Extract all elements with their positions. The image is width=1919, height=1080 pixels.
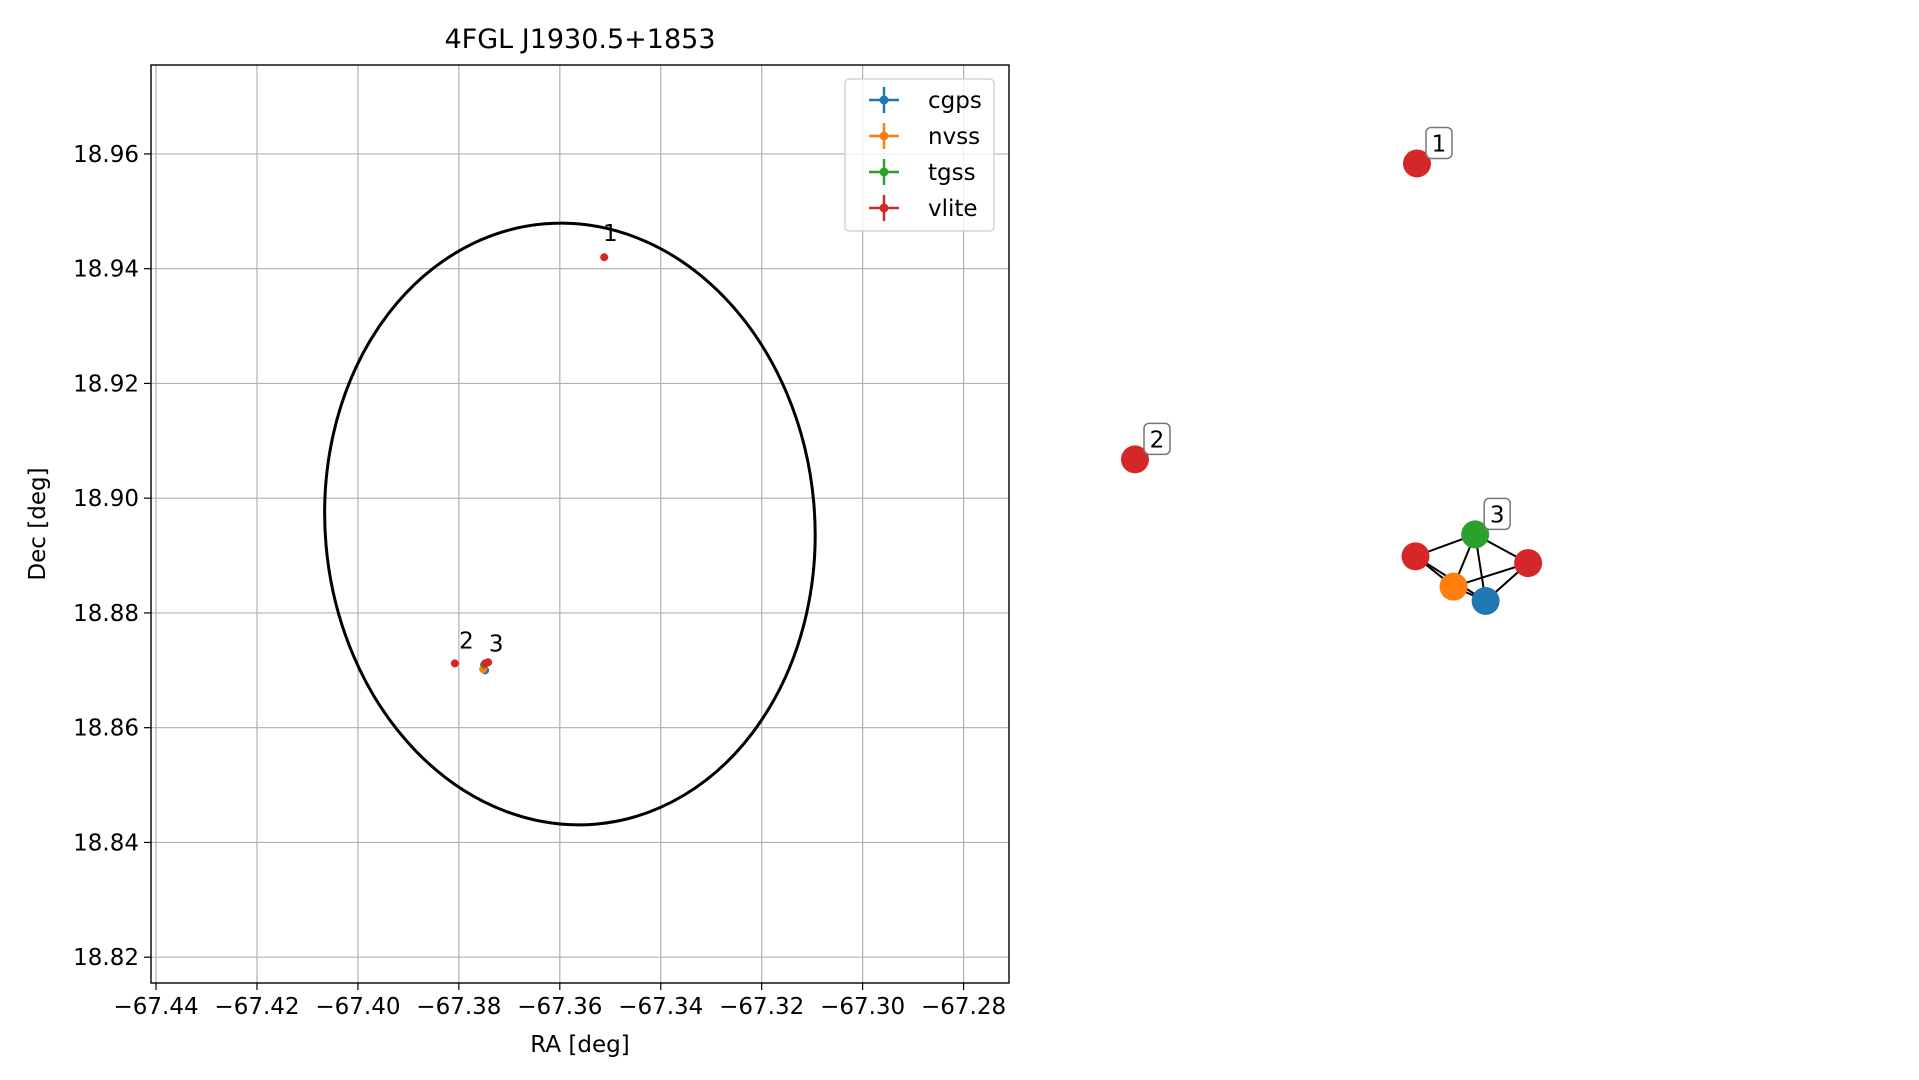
legend-marker-cgps — [879, 95, 889, 105]
legend-label-nvss: nvss — [928, 124, 980, 150]
scatter-chart: 1 2 3 −67.44 −67.42 −67.40 −67.38 −67.36 −67.34… — [25, 24, 1010, 1058]
y-tick-label: 18.92 — [73, 371, 139, 397]
legend-marker-nvss — [879, 131, 889, 141]
y-tick-label: 18.84 — [73, 830, 139, 856]
graph-node — [1461, 520, 1490, 549]
annotation-label: 3 — [489, 631, 504, 657]
x-tick-label: −67.40 — [315, 994, 400, 1020]
annotation-label: 1 — [603, 221, 618, 247]
graph-nodes — [1121, 149, 1543, 615]
point-vlite — [450, 659, 459, 668]
point-vlite — [484, 658, 493, 667]
network-graph: 1 2 3 — [1121, 126, 1543, 615]
legend-label-tgss: tgss — [928, 160, 976, 186]
plot-frame — [150, 64, 1010, 984]
x-tick-label: −67.36 — [517, 994, 602, 1020]
graph-node — [1471, 586, 1500, 615]
y-tick-label: 18.88 — [73, 601, 139, 627]
chart-title: 4FGL J1930.5+1853 — [444, 24, 715, 55]
y-axis-ticks: 18.82 18.84 18.86 18.88 18.90 18.92 18.94 18.96 — [73, 142, 151, 971]
grid-lines — [151, 65, 1009, 983]
x-tick-label: −67.44 — [113, 994, 198, 1020]
error-ellipse-layer — [323, 221, 817, 827]
y-axis-label: Dec [deg] — [25, 467, 51, 580]
legend-marker-vlite — [879, 203, 889, 213]
x-tick-label: −67.34 — [618, 994, 703, 1020]
x-tick-label: −67.42 — [214, 994, 299, 1020]
y-tick-label: 18.96 — [73, 142, 139, 168]
legend-label-cgps: cgps — [928, 88, 982, 114]
x-axis-label: RA [deg] — [530, 1032, 629, 1058]
x-tick-label: −67.28 — [921, 994, 1006, 1020]
point-annotations: 1 2 3 — [459, 221, 617, 657]
graph-label: 1 — [1432, 131, 1447, 157]
graph-label-box — [1143, 422, 1171, 456]
legend-label-vlite: vlite — [928, 196, 978, 222]
graph-label-box — [1483, 497, 1511, 531]
graph-node — [1439, 572, 1468, 601]
y-tick-label: 18.86 — [73, 716, 139, 742]
legend: cgps nvss tgss vlite — [844, 78, 995, 232]
graph-labels: 1 2 3 — [1143, 126, 1511, 531]
graph-label-box — [1425, 126, 1453, 160]
x-tick-label: −67.30 — [820, 994, 905, 1020]
graph-label: 3 — [1490, 502, 1505, 528]
annotation-label: 2 — [459, 629, 474, 655]
graph-node — [1514, 549, 1543, 578]
y-tick-label: 18.90 — [73, 486, 139, 512]
graph-node — [1121, 445, 1149, 474]
y-tick-label: 18.94 — [73, 257, 139, 283]
y-tick-label: 18.82 — [73, 945, 139, 971]
x-tick-label: −67.32 — [719, 994, 804, 1020]
graph-node — [1402, 149, 1431, 178]
legend-box — [844, 78, 995, 232]
x-tick-label: −67.38 — [416, 994, 501, 1020]
point-vlite — [600, 253, 609, 262]
legend-marker-tgss — [879, 167, 889, 177]
data-points — [450, 253, 609, 675]
graph-label: 2 — [1150, 427, 1165, 453]
error-ellipse — [323, 221, 817, 827]
x-axis-ticks: −67.44 −67.42 −67.40 −67.38 −67.36 −67.34 −67.… — [113, 983, 1006, 1020]
graph-node — [1401, 542, 1430, 571]
